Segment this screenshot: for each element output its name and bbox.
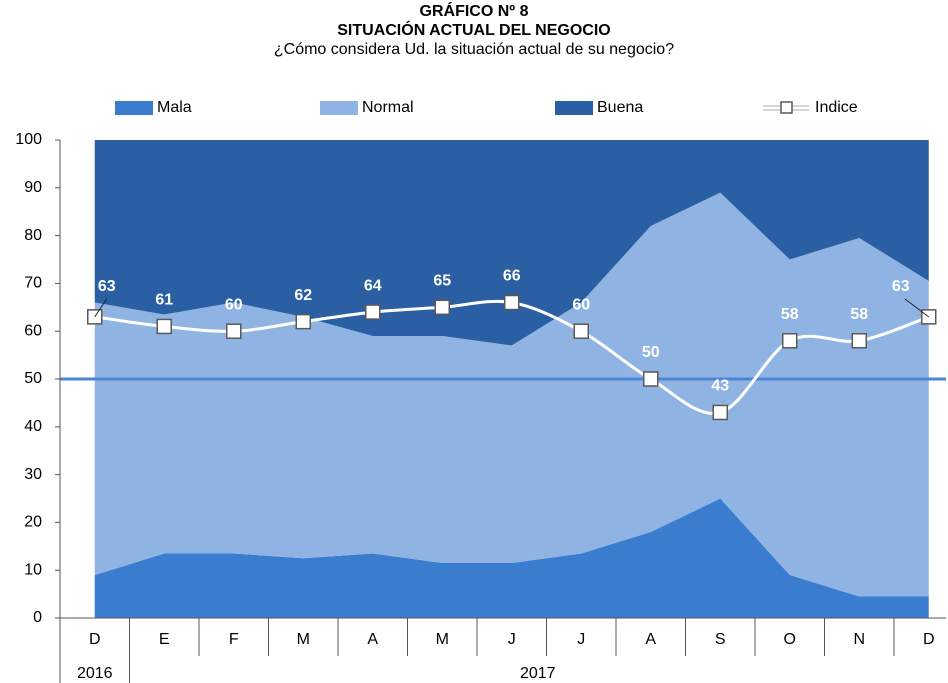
data-label: 50 <box>642 344 660 361</box>
y-tick-label: 50 <box>24 370 42 387</box>
x-tick-label: J <box>577 631 585 648</box>
data-label: 58 <box>781 306 799 323</box>
year-label: 2016 <box>77 665 113 682</box>
legend-marker <box>780 101 793 114</box>
index-marker <box>156 318 172 335</box>
index-marker <box>226 323 242 339</box>
y-tick-label: 80 <box>24 227 42 244</box>
area <box>94 192 929 597</box>
legend-swatch <box>320 101 358 115</box>
legend-label: Buena <box>597 99 643 116</box>
chart-caption: ¿Cómo considera Ud. la situación actual … <box>274 41 674 58</box>
x-tick-label: S <box>715 631 726 648</box>
data-label: 58 <box>850 306 868 323</box>
x-tick-label: J <box>508 631 516 648</box>
index-marker <box>712 404 728 421</box>
index-marker <box>295 313 311 330</box>
data-label: 43 <box>711 378 729 395</box>
legend-label: Normal <box>362 99 414 116</box>
y-tick-label: 20 <box>24 514 42 531</box>
index-marker <box>573 323 589 339</box>
y-tick-label: 40 <box>24 418 42 435</box>
data-label: 61 <box>155 292 173 309</box>
y-tick-label: 100 <box>15 131 42 148</box>
y-tick-label: 90 <box>24 179 42 196</box>
data-label: 64 <box>364 277 382 294</box>
y-tick-label: 60 <box>24 322 42 339</box>
index-marker <box>434 299 450 316</box>
data-label: 62 <box>294 287 312 304</box>
x-tick-label: A <box>645 631 656 648</box>
x-tick-label: N <box>853 631 865 648</box>
data-label: 65 <box>433 273 451 290</box>
x-tick-label: M <box>436 631 449 648</box>
year-label: 2017 <box>520 665 556 682</box>
y-tick-label: 30 <box>24 466 42 483</box>
legend-label: Mala <box>157 99 192 116</box>
x-tick-label: D <box>923 631 935 648</box>
legend-label: Indice <box>815 99 858 116</box>
area <box>94 498 929 618</box>
data-label: 60 <box>225 296 243 313</box>
chart-title: GRÁFICO Nº 8 <box>420 1 529 20</box>
x-tick-label: A <box>367 631 378 648</box>
x-tick-label: F <box>229 631 239 648</box>
x-tick-label: E <box>159 631 170 648</box>
legend-swatch <box>555 101 593 115</box>
data-label: 63 <box>98 278 116 295</box>
y-tick-label: 70 <box>24 275 42 292</box>
data-label: 60 <box>572 296 590 313</box>
x-tick-label: D <box>89 631 101 648</box>
y-tick-label: 0 <box>33 609 42 626</box>
legend-swatch <box>115 101 153 115</box>
leader-line <box>904 298 930 318</box>
index-marker <box>504 294 520 311</box>
index-marker <box>643 371 659 387</box>
index-marker <box>851 333 867 349</box>
index-marker <box>782 333 798 349</box>
y-tick-label: 10 <box>24 561 42 578</box>
data-label: 63 <box>892 278 910 295</box>
area <box>94 140 929 346</box>
x-tick-label: M <box>297 631 310 648</box>
index-marker <box>365 304 381 320</box>
x-tick-label: O <box>784 631 796 648</box>
chart-subtitle: SITUACIÓN ACTUAL DEL NEGOCIO <box>337 20 611 39</box>
leader-line <box>94 298 108 318</box>
data-label: 66 <box>503 268 521 285</box>
